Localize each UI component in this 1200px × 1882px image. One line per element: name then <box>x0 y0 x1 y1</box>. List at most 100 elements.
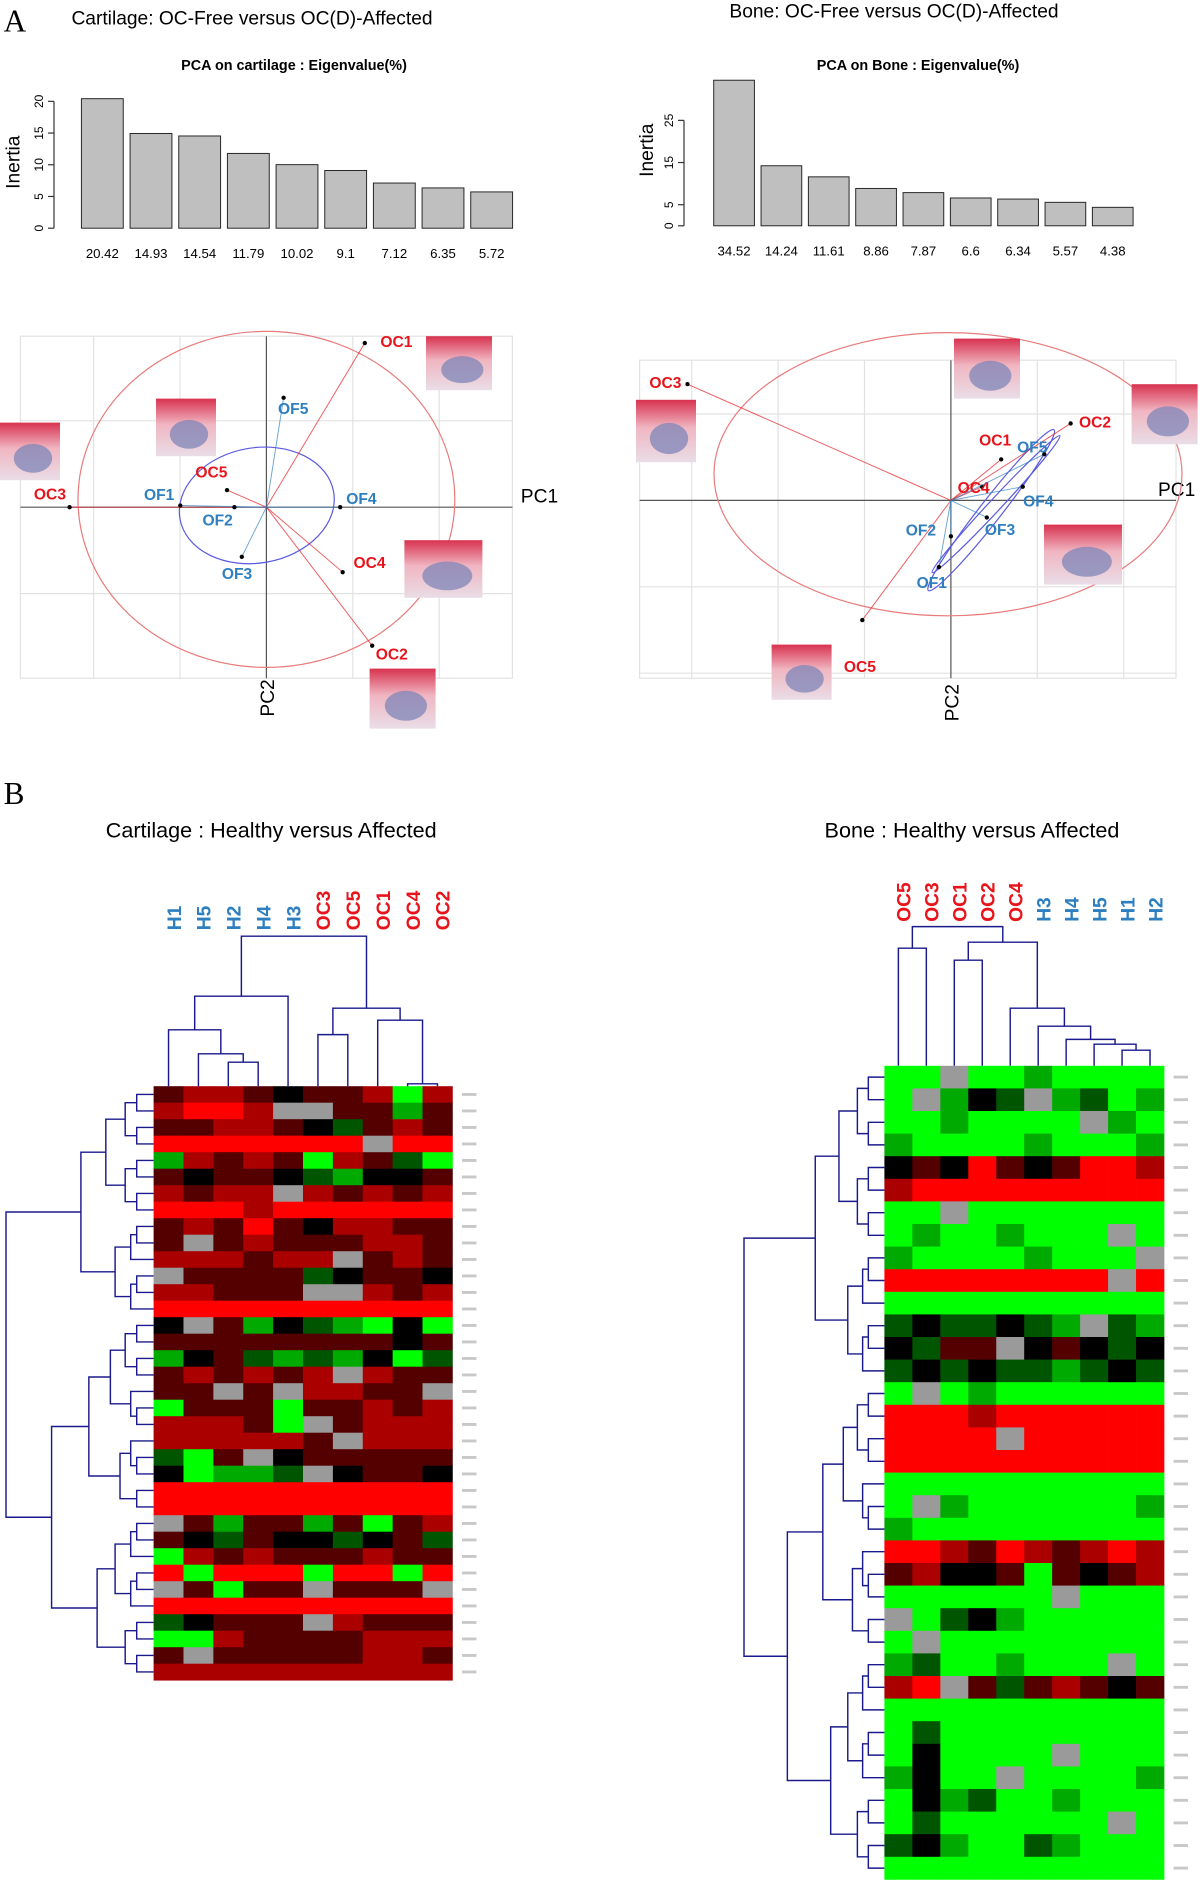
heatmap-cell <box>303 1333 334 1351</box>
loading-line <box>241 506 267 558</box>
heatmap-cell <box>912 1404 941 1428</box>
heatmap-cell <box>1052 1676 1081 1699</box>
heatmap-cell <box>996 1314 1025 1338</box>
heatmap-cell <box>1136 1698 1165 1722</box>
row-label <box>462 1208 477 1212</box>
heatmap-cell <box>303 1564 334 1582</box>
heatmap-cell <box>940 1291 969 1315</box>
heatmap-cell <box>968 1653 997 1677</box>
heatmap-cell <box>392 1647 423 1665</box>
heatmap-cell <box>362 1416 393 1434</box>
heatmap-cell <box>243 1581 274 1599</box>
heatmap-cell <box>153 1449 184 1467</box>
heatmap-cell <box>912 1630 941 1654</box>
point <box>1020 484 1025 489</box>
heatmap-cell <box>362 1350 393 1368</box>
heatmap-cell <box>884 1743 913 1767</box>
heatmap-cell <box>1024 1359 1053 1383</box>
heatmap-cell <box>213 1251 244 1269</box>
heatmap-cell <box>1136 1450 1165 1473</box>
row-label <box>462 1126 477 1129</box>
heatmap-cell <box>332 1531 364 1549</box>
heatmap-cell <box>392 1317 423 1335</box>
heatmap-cell <box>1136 1224 1165 1247</box>
heatmap-cell <box>912 1698 941 1722</box>
heatmap-cell <box>940 1314 969 1338</box>
column-label: H5 <box>1090 897 1111 922</box>
heatmap-cell <box>1108 1450 1137 1473</box>
histology-thumbnail <box>441 356 484 384</box>
row-label <box>1173 1143 1188 1147</box>
row-label <box>1173 1776 1188 1780</box>
heatmap-cell <box>1108 1721 1137 1745</box>
heatmap-cell <box>273 1251 304 1269</box>
panel-label: B <box>4 776 25 811</box>
heatmap-cell <box>153 1432 184 1450</box>
heatmap-cell <box>273 1399 304 1417</box>
heatmap-cell <box>332 1251 364 1269</box>
row-label <box>462 1588 477 1591</box>
heatmap-cell <box>1052 1269 1081 1293</box>
heatmap-cell <box>1136 1811 1165 1835</box>
row-label <box>1173 1120 1188 1124</box>
heatmap-cell <box>884 1382 913 1406</box>
heatmap-cell <box>243 1498 274 1516</box>
row-label <box>1173 1482 1188 1486</box>
point-label: OF1 <box>144 487 175 504</box>
row-label <box>462 1423 477 1426</box>
heatmap-cell <box>213 1515 244 1533</box>
heatmap-cell <box>332 1581 364 1599</box>
column-label: H5 <box>195 905 216 930</box>
heatmap-cell <box>213 1498 244 1516</box>
heatmap-cell <box>1024 1540 1053 1564</box>
heatmap-cell <box>1136 1088 1165 1112</box>
heatmap-cell <box>392 1531 423 1549</box>
row-label <box>462 1225 477 1228</box>
heatmap-cell <box>940 1472 969 1496</box>
point-label: OC4 <box>353 555 385 572</box>
heatmap-cell <box>884 1517 913 1541</box>
heatmap-cell <box>884 1111 913 1134</box>
heatmap-cell <box>884 1789 913 1812</box>
point <box>860 617 865 623</box>
heatmap-cell <box>392 1597 423 1615</box>
heatmap-cell <box>392 1152 423 1170</box>
heatmap-cell <box>1108 1133 1137 1157</box>
heatmap-cell <box>940 1178 969 1202</box>
heatmap-cell <box>213 1201 244 1219</box>
heatmap-cell <box>1080 1269 1109 1293</box>
heatmap-cell <box>968 1246 997 1270</box>
value-label: 7.12 <box>381 246 407 261</box>
point <box>232 505 237 510</box>
loading-line <box>266 506 343 573</box>
heatmap-cell <box>884 1178 913 1202</box>
heatmap-cell <box>912 1291 941 1315</box>
row-label <box>462 1241 477 1245</box>
heatmap-cell <box>213 1168 244 1186</box>
heatmap-cell <box>273 1416 304 1434</box>
heatmap-cell <box>940 1789 969 1812</box>
heatmap-cell <box>243 1564 274 1582</box>
heatmap-cell <box>968 1698 997 1722</box>
point-label: OF4 <box>346 491 377 508</box>
row-label <box>462 1291 477 1294</box>
heatmap-cell <box>273 1614 304 1632</box>
heatmap-cell <box>1024 1133 1053 1157</box>
point-label: OC3 <box>649 375 681 392</box>
heatmap-cell <box>1024 1517 1053 1541</box>
heatmap-cell <box>183 1383 214 1401</box>
heatmap-cell <box>1052 1789 1081 1812</box>
y-axis-label: PC2 <box>258 679 279 716</box>
heatmap-cell <box>392 1366 423 1384</box>
heatmap-cell <box>243 1630 274 1648</box>
heatmap-cell <box>1136 1540 1165 1564</box>
ellipse <box>178 446 335 565</box>
heatmap-cell <box>912 1517 941 1541</box>
column-label: OC4 <box>1006 882 1027 922</box>
heatmap-cell <box>183 1102 214 1120</box>
y-tick-label: 10 <box>32 158 46 172</box>
heatmap-cell <box>183 1284 214 1302</box>
heatmap-cell <box>940 1743 969 1767</box>
heatmap-cell <box>940 1427 969 1451</box>
heatmap-cell <box>940 1133 969 1157</box>
